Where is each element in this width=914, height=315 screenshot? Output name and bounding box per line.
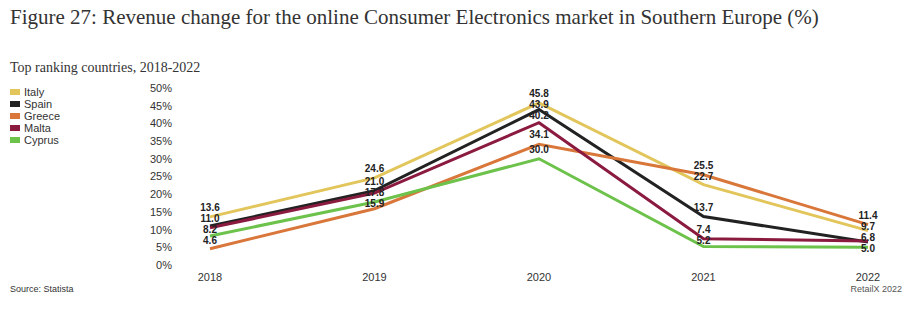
svg-text:5.0: 5.0 — [861, 243, 875, 254]
svg-text:2020: 2020 — [527, 271, 551, 283]
html-text:RetailX 2022: RetailX 2022 — [850, 284, 902, 294]
svg-text:15.9: 15.9 — [365, 198, 385, 209]
svg-text:21.0: 21.0 — [365, 176, 385, 187]
svg-text:5%: 5% — [156, 241, 172, 253]
svg-text:2018: 2018 — [198, 271, 222, 283]
html-text:Spain: Spain — [24, 98, 53, 110]
svg-text:10%: 10% — [150, 224, 172, 236]
svg-text:11.0: 11.0 — [201, 213, 220, 224]
svg-text:17.8: 17.8 — [365, 187, 385, 198]
svg-text:30%: 30% — [150, 153, 172, 165]
svg-text:40.2: 40.2 — [529, 110, 549, 121]
svg-text:45.8: 45.8 — [529, 88, 549, 99]
svg-text:11.4: 11.4 — [859, 210, 878, 221]
html-text:Italy: Italy — [24, 86, 45, 98]
svg-text:45%: 45% — [150, 100, 172, 112]
svg-text:2019: 2019 — [362, 271, 386, 283]
svg-text:30.0: 30.0 — [529, 144, 549, 155]
svg-text:50%: 50% — [150, 82, 172, 94]
svg-text:34.1: 34.1 — [529, 129, 549, 140]
svg-text:22.7: 22.7 — [694, 171, 714, 182]
svg-text:6.8: 6.8 — [861, 232, 875, 243]
svg-text:25.5: 25.5 — [694, 160, 714, 171]
svg-text:35%: 35% — [150, 135, 172, 147]
svg-text:25%: 25% — [150, 170, 172, 182]
svg-text:13.6: 13.6 — [200, 202, 220, 213]
svg-text:2021: 2021 — [691, 271, 715, 283]
svg-text:7.4: 7.4 — [697, 224, 711, 235]
svg-text:5.2: 5.2 — [697, 235, 711, 246]
html-text:Greece: Greece — [24, 110, 61, 122]
svg-text:9.7: 9.7 — [861, 221, 875, 232]
svg-text:8.2: 8.2 — [203, 224, 217, 235]
svg-text:40%: 40% — [150, 117, 172, 129]
svg-text:2022: 2022 — [856, 271, 880, 283]
svg-text:13.7: 13.7 — [694, 202, 714, 213]
svg-text:4.6: 4.6 — [203, 235, 217, 246]
svg-text:24.6: 24.6 — [365, 163, 385, 174]
svg-text:20%: 20% — [150, 188, 172, 200]
html-text:Figure 27: Revenue change for: Figure 27: Revenue change for the online… — [10, 5, 819, 29]
html-text:Cyprus: Cyprus — [24, 134, 59, 146]
html-text:Malta: Malta — [24, 122, 51, 134]
svg-text:15%: 15% — [150, 206, 172, 218]
html-text:Top ranking countries, 2018-20: Top ranking countries, 2018-2022 — [10, 60, 201, 75]
svg-text:43.9: 43.9 — [529, 99, 549, 110]
html-text:Source: Statista: Source: Statista — [10, 284, 74, 294]
svg-text:0%: 0% — [156, 259, 172, 271]
